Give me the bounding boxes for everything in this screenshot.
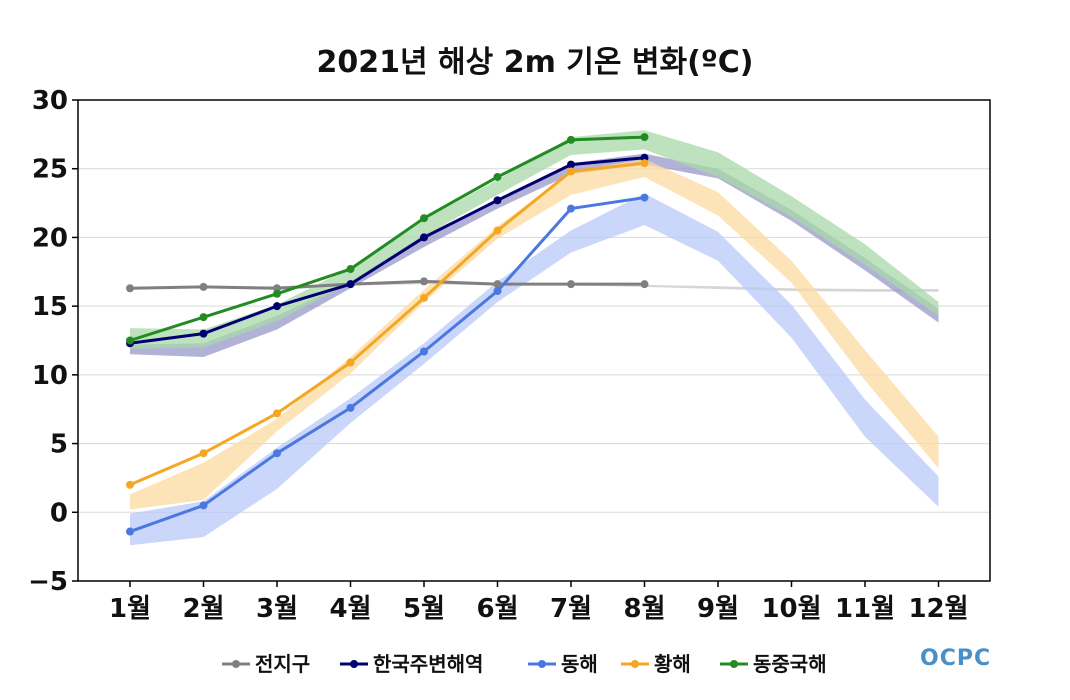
legend-label: 전지구 [255, 652, 310, 676]
data-point-전지구 [199, 282, 208, 291]
y-tick-label: 0 [50, 498, 68, 528]
data-point-한국주변해역 [346, 280, 355, 289]
legend-label: 한국주변해역 [373, 652, 483, 676]
band-동중국해 [130, 130, 939, 349]
data-point-동중국해 [640, 133, 649, 142]
x-tick-label: 2월 [182, 594, 224, 624]
legend-label: 황해 [654, 652, 691, 676]
data-point-동해 [493, 287, 502, 296]
data-point-황해 [640, 159, 649, 168]
y-tick-label: 15 [32, 292, 68, 322]
band-황해 [130, 159, 939, 510]
series-line-동해 [129, 196, 645, 533]
data-point-동중국해 [273, 289, 281, 298]
data-point-황해 [346, 358, 355, 367]
data-point-동중국해 [126, 336, 134, 345]
data-point-황해 [493, 226, 502, 235]
data-point-전지구 [567, 280, 575, 289]
logo-text: OCPC [920, 646, 991, 671]
x-tick-label: 7월 [550, 594, 592, 624]
data-point-한국주변해역 [273, 302, 281, 311]
y-tick-label: 25 [32, 155, 68, 185]
y-tick-label: −5 [28, 567, 68, 597]
legend-marker [350, 660, 358, 668]
series-line-전지구 [129, 279, 645, 290]
legend-marker [232, 660, 240, 668]
x-tick-label: 12월 [908, 594, 968, 624]
data-point-전지구 [493, 280, 502, 289]
data-point-동중국해 [493, 172, 502, 181]
x-axis-ticks: 1월 2월 3월 4월 5월 6월 7월 8월 9월 10월 11월 12월 [109, 581, 969, 624]
y-tick-label: 5 [50, 430, 68, 460]
data-point-동중국해 [567, 135, 575, 144]
series-lines [129, 135, 645, 533]
y-tick-label: 30 [32, 86, 68, 116]
data-point-동해 [567, 204, 575, 213]
data-point-전지구 [126, 284, 134, 293]
data-point-전지구 [640, 280, 649, 289]
data-point-한국주변해역 [493, 196, 502, 205]
ocpc-logo: OCPC [920, 646, 991, 671]
data-point-황해 [199, 449, 208, 458]
x-tick-label: 3월 [256, 594, 298, 624]
data-point-동해 [420, 347, 428, 356]
x-tick-label: 5월 [403, 594, 445, 624]
series-points [126, 133, 649, 536]
band-동해 [130, 193, 939, 546]
data-point-동중국해 [346, 265, 355, 274]
data-point-동해 [273, 449, 281, 458]
series-line-황해 [129, 161, 645, 487]
y-axis-ticks: −5 0 5 10 15 20 25 30 [28, 86, 78, 597]
data-point-전지구 [273, 284, 281, 293]
data-point-한국주변해역 [199, 329, 208, 338]
confidence-bands [130, 130, 939, 546]
legend: 전지구 한국주변해역 동해 황해 동중국해 [222, 652, 827, 676]
data-point-한국주변해역 [640, 153, 649, 162]
legend-marker [730, 660, 738, 668]
legend-label: 동중국해 [753, 652, 827, 676]
data-point-동해 [126, 527, 134, 536]
data-point-한국주변해역 [420, 233, 428, 242]
series-line-한국주변해역 [129, 156, 645, 345]
x-tick-label: 10월 [761, 594, 821, 624]
x-tick-label: 1월 [109, 594, 151, 624]
x-tick-label: 6월 [476, 594, 518, 624]
x-tick-label: 4월 [329, 594, 371, 624]
data-point-전지구 [420, 277, 428, 286]
plot-frame [77, 99, 991, 582]
y-tick-label: 10 [32, 361, 68, 391]
data-point-황해 [273, 409, 281, 418]
legend-label: 동해 [561, 652, 598, 676]
y-tick-label: 20 [32, 223, 68, 253]
data-point-황해 [420, 293, 428, 302]
series-line-동중국해 [129, 135, 645, 342]
x-tick-label: 9월 [697, 594, 739, 624]
data-point-한국주변해역 [567, 160, 575, 169]
data-point-황해 [126, 480, 134, 489]
chart-title: 2021년 해상 2m 기온 변화(ºC) [317, 45, 754, 80]
data-point-동중국해 [420, 214, 428, 223]
legend-marker [631, 660, 639, 668]
data-point-동중국해 [199, 313, 208, 322]
data-point-동해 [199, 501, 208, 510]
data-point-황해 [567, 167, 575, 176]
legend-marker [538, 660, 546, 668]
data-point-동해 [346, 403, 355, 412]
x-tick-label: 11월 [835, 594, 895, 624]
x-tick-label: 8월 [623, 594, 665, 624]
data-point-동해 [640, 193, 649, 202]
